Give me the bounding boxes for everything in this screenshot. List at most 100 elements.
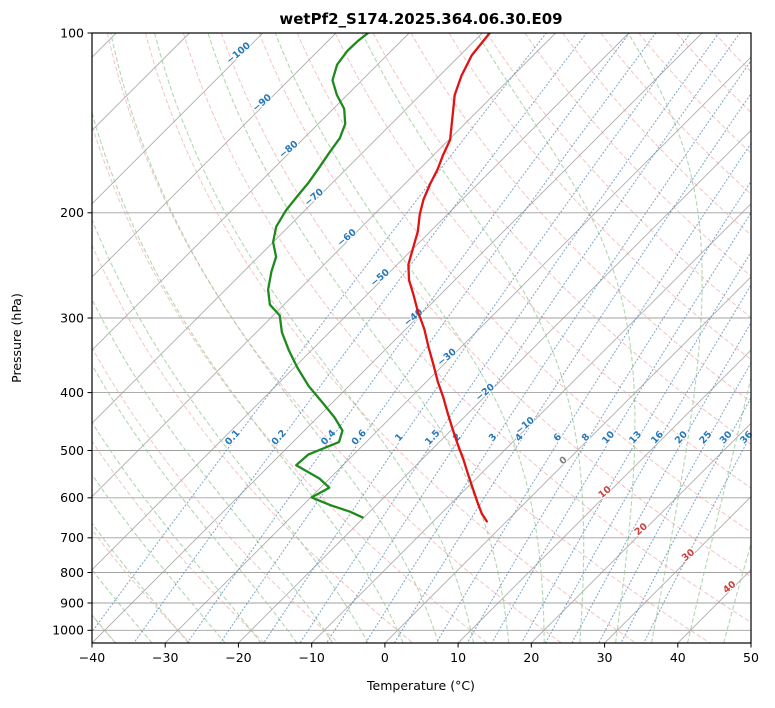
chart-title: wetPf2_S174.2025.364.06.30.E09 [279, 10, 562, 28]
mixing-ratio-line [435, 142, 751, 643]
isotherm-label: −80 [277, 138, 301, 160]
mixing-ratio-line [326, 33, 741, 643]
isotherm-line [92, 33, 556, 498]
dry-adiabat-line [92, 346, 340, 643]
dry-adiabat-line [372, 33, 751, 446]
isotherm-line [92, 33, 264, 205]
dry-adiabat-line [144, 33, 636, 643]
dry-adiabat-line [92, 244, 414, 643]
axis-ticks: −40 −30 −20 −10 0 10 20 30 40 5010020030040050060… [52, 25, 759, 665]
isotherm-label: 20 [633, 521, 650, 538]
x-tick-label: 30 [597, 650, 613, 665]
moist-adiabat-line [92, 473, 226, 643]
dry-adiabat-line [92, 123, 488, 643]
x-tick-label: 20 [523, 650, 539, 665]
moist-adiabat-line [476, 33, 636, 643]
x-tick-label: 0 [381, 650, 389, 665]
mixing-ratio-label: 0.2 [270, 428, 289, 448]
y-tick-label: 700 [60, 530, 84, 545]
mixing-ratio-label: 8 [580, 431, 593, 444]
dry-adiabat-line [486, 33, 751, 319]
isotherm-line [457, 349, 751, 643]
mixing-ratio-line [299, 33, 720, 643]
isotherm-line [92, 33, 190, 132]
mixing-ratio-label: 0.1 [223, 428, 242, 448]
sounding-profiles [266, 33, 491, 523]
x-tick-label: 40 [670, 650, 686, 665]
isotherm-label: 0 [558, 454, 570, 467]
mixing-ratio-line [186, 33, 631, 643]
isotherm-line [238, 129, 751, 643]
moist-adiabat-line [92, 421, 262, 643]
dry-adiabat-line [753, 33, 775, 643]
y-tick-label: 300 [60, 310, 84, 325]
moist-adiabat-line [274, 33, 545, 643]
isotherm-line [164, 56, 751, 643]
mixing-ratio-label: 3 [487, 432, 500, 444]
mixing-ratio-line [466, 180, 751, 643]
x-tick-label: −20 [225, 650, 251, 665]
dry-adiabat-line [714, 33, 751, 73]
mixing-ratio-line [520, 251, 751, 643]
dewpoint-profile-line [266, 33, 370, 519]
moist-adiabat-line [92, 522, 190, 643]
dry-adiabat-line [448, 33, 751, 361]
temperature-profile-line [407, 33, 491, 523]
moist-adiabat-line [361, 33, 585, 643]
isotherm-line [530, 422, 751, 643]
moist-adiabat-line [207, 33, 510, 643]
moist-adiabat-line [92, 218, 369, 643]
dry-adiabat-line [600, 33, 751, 195]
isotherm-label: −90 [251, 92, 275, 114]
y-tick-label: 100 [60, 25, 84, 40]
x-tick-label: 50 [743, 650, 759, 665]
moist-adiabat-line [627, 33, 703, 643]
moist-adiabat-line [723, 541, 751, 643]
mixing-ratio-line [133, 33, 588, 643]
isotherm-line [92, 33, 703, 643]
x-tick-label: −10 [298, 650, 324, 665]
mixing-ratio-label: 0.6 [350, 428, 370, 448]
y-tick-label: 200 [60, 205, 84, 220]
isotherm-label: 40 [721, 579, 738, 596]
y-tick-label: 1000 [52, 623, 84, 638]
y-tick-label: 900 [60, 595, 84, 610]
dry-adiabat-line [92, 440, 265, 643]
isotherm-line [384, 276, 751, 643]
mixing-ratio-line [620, 396, 751, 643]
y-tick-label: 600 [60, 490, 84, 505]
isotherm-line [92, 33, 410, 351]
mixing-ratio-line [393, 92, 751, 643]
moist-adiabat-line [92, 568, 153, 643]
mixing-ratio-line [92, 33, 547, 633]
isotherm-label: 30 [680, 547, 697, 564]
isotherm-label: −60 [335, 227, 359, 249]
mixing-ratio-label: 36 [738, 429, 755, 446]
mixing-ratio-line [219, 33, 657, 643]
dry-adiabat-line [106, 33, 562, 643]
y-tick-label: 400 [60, 385, 84, 400]
mixing-ratio-line [365, 59, 751, 643]
moist-adiabat-line [153, 33, 475, 643]
mixing-ratio-line [263, 33, 691, 643]
moist-adiabat-line [92, 298, 334, 643]
y-axis-label: Pressure (hPa) [9, 293, 24, 383]
x-tick-label: −30 [152, 650, 178, 665]
x-tick-label: 10 [450, 650, 466, 665]
isotherm-label: −70 [303, 186, 327, 208]
background-line-families [92, 33, 775, 643]
isotherm-label: −50 [369, 267, 393, 289]
y-tick-label: 500 [60, 443, 84, 458]
moist-adiabat-line [686, 375, 751, 643]
x-axis-label: Temperature (°C) [366, 678, 475, 693]
x-tick-label: −40 [79, 650, 105, 665]
isotherm-line [311, 203, 751, 643]
moist-adiabat-line [92, 110, 404, 643]
mixing-ratio-label: 1.5 [423, 428, 442, 448]
mixing-ratio-line [571, 321, 751, 643]
dry-adiabat-line [182, 33, 711, 643]
dry-adiabat-line [296, 33, 751, 533]
dry-adiabat-line [524, 33, 751, 277]
